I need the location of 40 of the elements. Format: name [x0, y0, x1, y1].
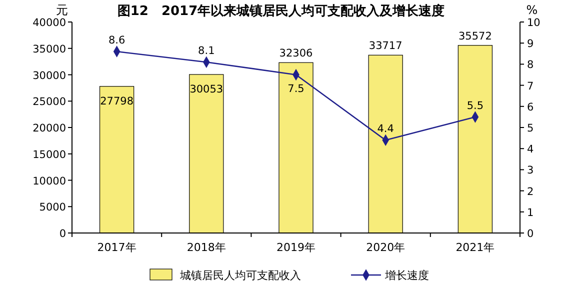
- y2-tick-label: 7: [527, 80, 534, 92]
- y2-tick-label: 4: [527, 144, 534, 156]
- y-tick-label: 15000: [32, 148, 66, 161]
- y2-tick-label: 2: [527, 186, 534, 198]
- y-tick-label: 30000: [32, 70, 66, 82]
- y-tick-label: 20000: [32, 122, 66, 134]
- x-tick-label: 2017年: [97, 241, 136, 254]
- y2-tick-label: 5: [527, 122, 534, 134]
- y-tick-label: 0: [59, 228, 66, 240]
- x-tick-label: 2018年: [186, 241, 226, 254]
- chart-title: 图12 2017年以来城镇居民人均可支配收入及增长速度: [117, 3, 445, 19]
- data-label: 4.4: [377, 123, 394, 136]
- y-tick-label: 25000: [32, 96, 66, 108]
- data-label: 7.5: [288, 82, 304, 95]
- legend-label: 增长速度: [384, 269, 429, 282]
- data-label: 30053: [190, 83, 224, 96]
- x-tick-label: 2019年: [276, 241, 316, 254]
- data-label: 8.6: [108, 34, 126, 47]
- y-axis-title: 元: [56, 3, 68, 17]
- y2-tick-label: 9: [527, 38, 534, 50]
- y-tick-label: 35000: [32, 43, 66, 56]
- data-label: 27798: [100, 95, 134, 108]
- legend-label: 城镇居民人均可支配收入: [179, 269, 301, 282]
- data-label: 5.5: [466, 100, 484, 112]
- y2-tick-label: 8: [527, 59, 534, 72]
- data-label: 8.1: [198, 45, 215, 58]
- data-label: 35572: [458, 30, 492, 42]
- y2-tick-label: 0: [527, 228, 534, 240]
- data-label: 32306: [279, 48, 314, 60]
- y2-axis-title: %: [526, 3, 538, 17]
- y2-tick-label: 1: [527, 206, 534, 219]
- x-tick-label: 2020年: [366, 241, 406, 254]
- y2-tick-label: 3: [527, 164, 534, 177]
- y-tick-label: 5000: [39, 202, 66, 214]
- x-tick-label: 2021年: [456, 241, 495, 254]
- data-label: 33717: [368, 40, 402, 52]
- y2-tick-label: 6: [527, 101, 534, 114]
- y2-tick-label: 10: [527, 17, 540, 29]
- y-tick-label: 40000: [32, 17, 66, 29]
- y-tick-label: 10000: [32, 175, 66, 188]
